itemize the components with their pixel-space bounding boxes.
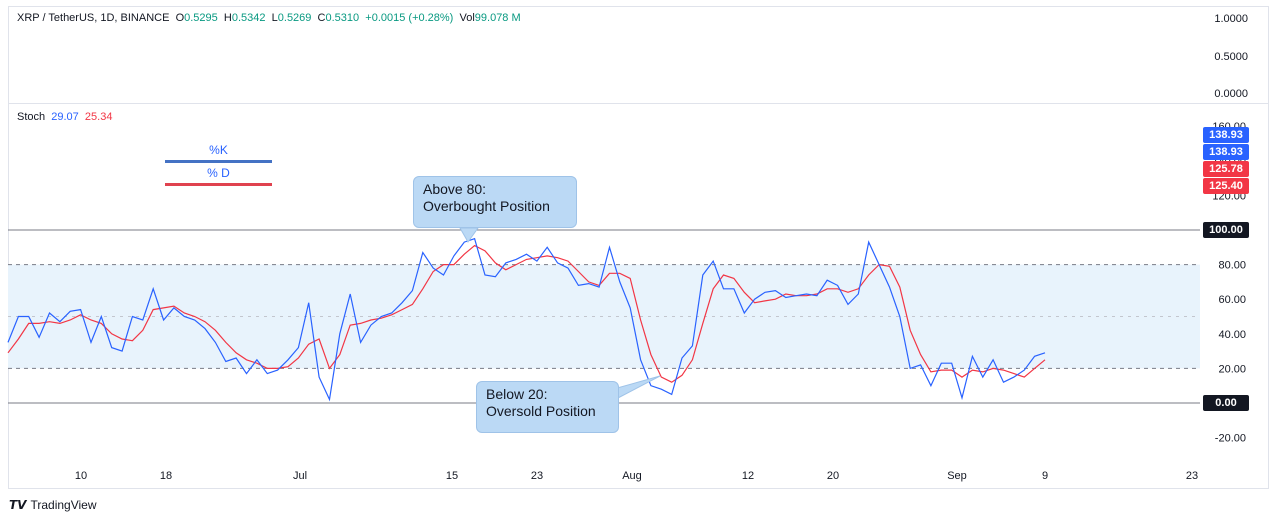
x-tick-label: Aug: [622, 470, 642, 482]
callout-line: Overbought Position: [423, 198, 550, 214]
d-value-badge: 125.40: [1203, 178, 1249, 194]
x-tick-label: 20: [827, 470, 839, 482]
x-tick-label: Jul: [293, 470, 307, 482]
price-tick: 1.0000: [1214, 13, 1248, 25]
level-100-badge: 100.00: [1203, 222, 1249, 238]
brand-name[interactable]: TradingView: [30, 498, 97, 512]
legend-d-label: % D: [207, 166, 230, 180]
overbought-pointer: [459, 227, 479, 243]
y-tick-label: 80.00: [1218, 260, 1246, 272]
pane-separator[interactable]: [8, 103, 1269, 104]
open-label: O: [175, 12, 185, 24]
low-value: 0.5269: [277, 12, 312, 24]
legend-k-label: %K: [209, 143, 228, 157]
oversold-callout[interactable]: Below 20: Oversold Position: [476, 381, 619, 433]
x-tick-label: 12: [742, 470, 754, 482]
footer: 𝙏𝙑 TradingView: [9, 498, 97, 512]
low-label: L: [271, 12, 278, 24]
overbought-callout[interactable]: Above 80: Overbought Position: [413, 176, 577, 228]
legend-d-line: [165, 183, 272, 186]
symbol-title[interactable]: XRP / TetherUS, 1D, BINANCE: [17, 12, 170, 24]
legend-k-line: [165, 160, 272, 163]
x-tick-label: Sep: [947, 470, 967, 482]
change-value: +0.0015 (+0.28%): [365, 12, 454, 24]
k-value-badge: 138.93: [1203, 127, 1249, 143]
stoch-k-value: 29.07: [51, 111, 79, 123]
open-value: 0.5295: [184, 12, 218, 24]
high-value: 0.5342: [231, 12, 266, 24]
vol-value: 99.078 M: [474, 12, 521, 24]
close-value: 0.5310: [325, 12, 360, 24]
y-tick-label: 20.00: [1218, 363, 1246, 375]
high-label: H: [223, 12, 232, 24]
y-tick-label: -20.00: [1215, 433, 1246, 445]
x-tick-label: 10: [75, 470, 87, 482]
price-tick: 0.0000: [1214, 88, 1248, 100]
x-tick-label: 18: [160, 470, 172, 482]
x-tick-label: 23: [1186, 470, 1198, 482]
stoch-legend[interactable]: Stoch 29.07 25.34: [17, 111, 112, 123]
chart-frame: [8, 6, 1269, 489]
tradingview-logo-icon[interactable]: 𝙏𝙑: [9, 498, 27, 512]
k-value-badge: 138.93: [1203, 144, 1249, 160]
y-tick-label: 40.00: [1218, 329, 1246, 341]
ohlc-header: XRP / TetherUS, 1D, BINANCE O0.5295 H0.5…: [17, 12, 521, 24]
price-tick: 0.5000: [1214, 51, 1248, 63]
d-value-badge: 125.78: [1203, 161, 1249, 177]
x-tick-label: 9: [1042, 470, 1048, 482]
k-line: [7, 237, 1046, 402]
callout-line: Below 20:: [486, 386, 548, 402]
stoch-name: Stoch: [17, 111, 46, 123]
close-label: C: [317, 12, 326, 24]
callout-line: Above 80:: [423, 181, 487, 197]
level-0-badge: 0.00: [1203, 395, 1249, 411]
vol-label: Vol: [459, 12, 475, 24]
x-tick-label: 15: [446, 470, 458, 482]
stoch-d-value: 25.34: [84, 111, 113, 123]
d-line: [7, 244, 1046, 383]
y-tick-label: 60.00: [1218, 294, 1246, 306]
callout-line: Oversold Position: [486, 403, 596, 419]
x-tick-label: 23: [531, 470, 543, 482]
